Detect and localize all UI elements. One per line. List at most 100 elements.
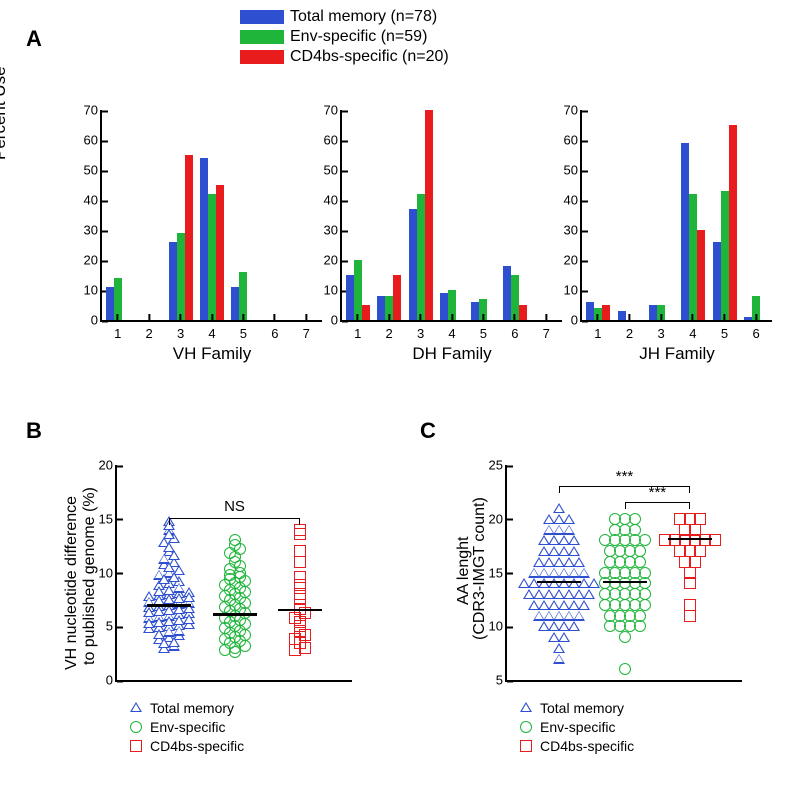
y-tick: 10 <box>99 565 117 580</box>
bar <box>586 302 594 320</box>
x-label: VH Family <box>173 320 251 364</box>
data-point <box>694 513 706 525</box>
data-point <box>629 524 641 536</box>
data-point <box>294 545 306 557</box>
scatter-legend-label: CD4bs-specific <box>150 738 244 754</box>
y-tick: 70 <box>564 103 582 118</box>
data-point <box>234 614 246 626</box>
bar-chart-vh-family: 0102030405060701234567VH Family <box>100 110 322 322</box>
bar <box>519 305 527 320</box>
data-point <box>294 556 306 568</box>
legend-swatch <box>240 10 284 24</box>
sig-bracket <box>169 518 301 519</box>
data-point <box>634 545 646 557</box>
bar <box>239 272 247 320</box>
y-tick: 20 <box>489 511 507 526</box>
y-tick: 5 <box>106 619 117 634</box>
y-tick: 10 <box>489 619 507 634</box>
bar <box>231 287 239 320</box>
y-tick: 50 <box>564 163 582 178</box>
y-tick: 40 <box>564 193 582 208</box>
data-point <box>563 514 575 524</box>
bar <box>417 194 425 320</box>
bar <box>106 287 114 320</box>
x-label: DH Family <box>412 320 491 364</box>
data-point <box>629 513 641 525</box>
bar <box>713 242 721 320</box>
legend-item-total: Total memory (n=78) <box>240 8 449 26</box>
y-tick: 0 <box>331 313 342 328</box>
data-point <box>568 621 580 631</box>
data-point <box>639 577 651 589</box>
panel-label-c: C <box>420 418 436 444</box>
sig-label: NS <box>224 498 245 515</box>
median-line <box>668 538 712 541</box>
y-tick: 15 <box>489 565 507 580</box>
x-tick: 7 <box>543 320 550 341</box>
x-tick: 6 <box>753 320 760 341</box>
data-point <box>684 610 696 622</box>
panel-c-scatter: AA lenght (CDR3-IMGT count) 510152025***… <box>505 465 742 682</box>
data-point <box>234 592 246 604</box>
data-point <box>234 571 246 583</box>
bar <box>425 110 433 320</box>
scatter-legend-label: Env-specific <box>540 719 615 735</box>
bar <box>681 143 689 320</box>
scatter-legend-item-cd4: CD4bs-specific <box>130 738 244 754</box>
x-tick: 2 <box>386 320 393 341</box>
data-point <box>553 654 565 664</box>
y-tick: 10 <box>84 283 102 298</box>
panel-b-legend: Total memoryEnv-specificCD4bs-specific <box>130 700 244 757</box>
bar-chart-dh-family: 0102030405060701234567DH Family <box>340 110 562 322</box>
bar <box>602 305 610 320</box>
median-line <box>147 604 191 607</box>
data-point <box>619 631 631 643</box>
median-line <box>537 581 581 584</box>
y-tick: 30 <box>564 223 582 238</box>
bar <box>618 311 626 320</box>
y-tick: 30 <box>324 223 342 238</box>
y-tick: 70 <box>324 103 342 118</box>
median-line <box>603 581 647 584</box>
median-line <box>213 613 257 616</box>
bar <box>649 305 657 320</box>
bar <box>393 275 401 320</box>
data-point <box>553 643 565 653</box>
legend-swatch <box>240 30 284 44</box>
data-point <box>163 542 175 552</box>
x-tick: 1 <box>114 320 121 341</box>
x-tick: 1 <box>594 320 601 341</box>
scatter-legend-label: CD4bs-specific <box>540 738 634 754</box>
data-point <box>294 528 306 540</box>
sq-icon <box>130 740 144 752</box>
x-tick: 5 <box>721 320 728 341</box>
data-point <box>294 571 306 583</box>
panel-label-b: B <box>26 418 42 444</box>
legend-item-env: Env-specific (n=59) <box>240 28 449 46</box>
data-point <box>173 626 185 636</box>
data-point <box>234 582 246 594</box>
data-point <box>563 525 575 535</box>
data-point <box>294 637 306 649</box>
panel-label-a: A <box>26 26 42 52</box>
bar <box>216 185 224 320</box>
data-point <box>183 592 195 602</box>
x-tick: 2 <box>146 320 153 341</box>
data-point <box>294 593 306 605</box>
data-point <box>639 567 651 579</box>
bar-chart-jh-family: 010203040506070123456JH Family <box>580 110 772 322</box>
data-point <box>173 583 185 593</box>
data-point <box>234 635 246 647</box>
data-point <box>689 556 701 568</box>
legend-label: Env-specific (n=59) <box>290 28 427 46</box>
x-label: JH Family <box>639 320 715 364</box>
circ-icon <box>520 721 534 733</box>
y-tick: 25 <box>489 458 507 473</box>
legend-swatch <box>240 50 284 64</box>
data-point <box>568 546 580 556</box>
sq-icon <box>520 740 534 752</box>
x-tick: 6 <box>511 320 518 341</box>
data-point <box>694 545 706 557</box>
sig-label: *** <box>616 468 634 485</box>
data-point <box>684 577 696 589</box>
